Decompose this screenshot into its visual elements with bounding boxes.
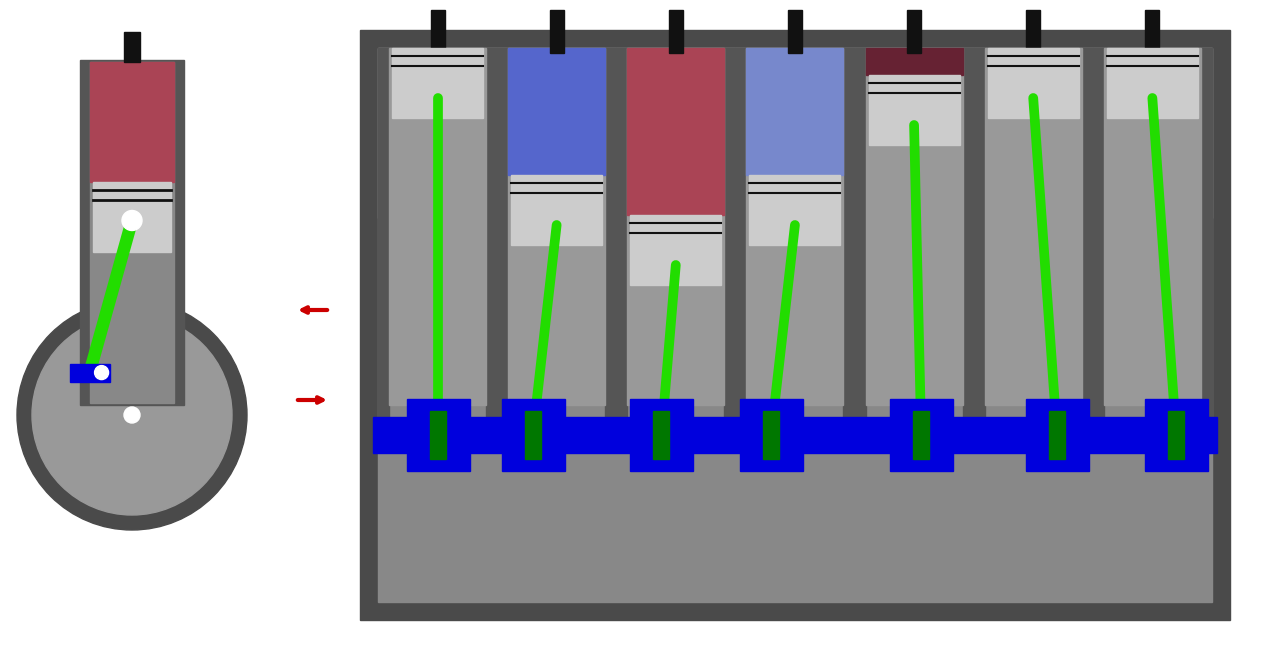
Bar: [865, 48, 963, 75]
Bar: [124, 32, 140, 62]
Bar: [486, 48, 497, 435]
Bar: [788, 10, 803, 53]
Bar: [1146, 10, 1160, 53]
Bar: [497, 48, 508, 435]
Bar: [93, 182, 172, 252]
Bar: [1146, 449, 1208, 471]
Bar: [430, 10, 444, 53]
Bar: [631, 399, 694, 421]
Bar: [855, 48, 865, 435]
Bar: [616, 48, 627, 435]
Bar: [605, 48, 616, 435]
Bar: [1027, 449, 1089, 471]
Bar: [740, 449, 803, 471]
Bar: [668, 10, 682, 53]
Bar: [378, 48, 1212, 602]
Bar: [913, 411, 929, 459]
Bar: [378, 48, 1212, 218]
Bar: [763, 411, 780, 459]
Circle shape: [17, 300, 247, 530]
Circle shape: [122, 210, 142, 231]
Bar: [549, 10, 563, 53]
Bar: [1027, 399, 1089, 421]
Bar: [890, 449, 954, 471]
Bar: [630, 215, 722, 285]
Bar: [890, 399, 954, 421]
Bar: [389, 48, 486, 405]
Bar: [1201, 48, 1212, 435]
Bar: [740, 399, 803, 421]
Bar: [988, 48, 1079, 118]
Circle shape: [32, 315, 232, 515]
Bar: [502, 399, 564, 421]
Bar: [378, 48, 389, 435]
Bar: [502, 449, 564, 471]
Bar: [724, 48, 735, 435]
Bar: [1169, 411, 1184, 459]
Circle shape: [95, 366, 109, 379]
Bar: [844, 48, 855, 435]
Bar: [69, 364, 110, 381]
Bar: [1146, 399, 1208, 421]
Bar: [736, 48, 746, 435]
Bar: [1103, 48, 1201, 405]
Bar: [865, 48, 963, 405]
Bar: [654, 411, 669, 459]
Bar: [508, 48, 605, 175]
Bar: [869, 75, 960, 145]
Bar: [974, 48, 984, 435]
Bar: [90, 62, 174, 403]
Bar: [749, 175, 841, 245]
Bar: [430, 411, 445, 459]
Bar: [1050, 411, 1065, 459]
Bar: [360, 30, 1230, 620]
Bar: [511, 175, 602, 245]
Bar: [746, 48, 844, 175]
Bar: [631, 449, 694, 471]
Bar: [407, 449, 470, 471]
Bar: [908, 10, 922, 53]
Bar: [1027, 10, 1041, 53]
Bar: [963, 48, 974, 435]
Bar: [407, 399, 470, 421]
Bar: [627, 48, 724, 405]
Bar: [746, 48, 844, 405]
Bar: [372, 417, 1217, 453]
Bar: [627, 48, 724, 215]
Bar: [984, 48, 1082, 405]
Bar: [1093, 48, 1103, 435]
Circle shape: [124, 407, 140, 423]
Bar: [1107, 48, 1198, 118]
Bar: [525, 411, 541, 459]
Bar: [79, 60, 184, 405]
Bar: [508, 48, 605, 405]
Bar: [1082, 48, 1093, 435]
Bar: [90, 62, 174, 182]
Bar: [392, 48, 483, 118]
